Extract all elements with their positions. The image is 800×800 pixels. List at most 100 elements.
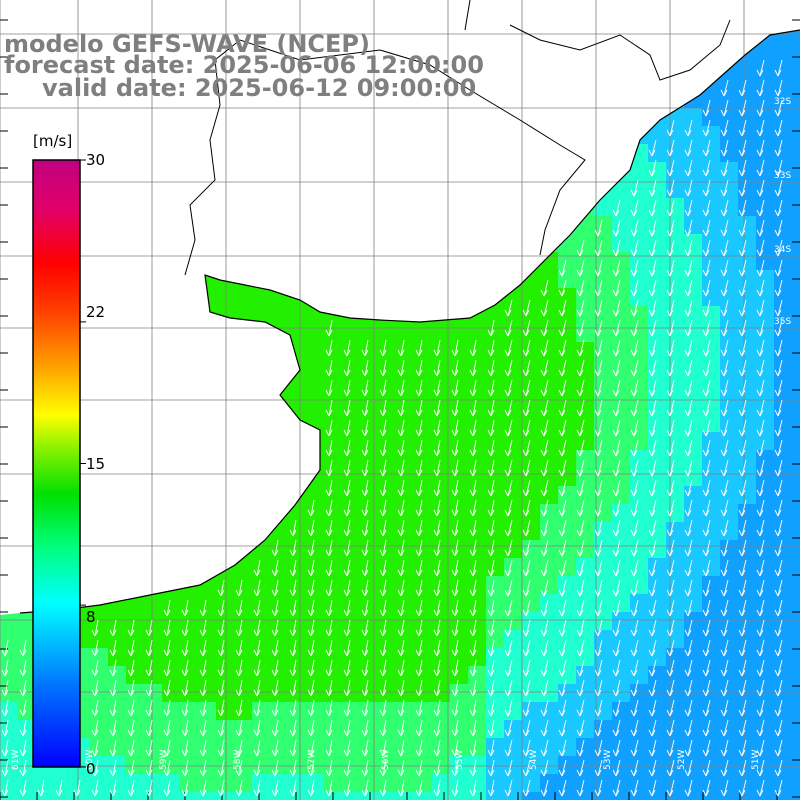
field-cell (468, 756, 487, 775)
field-cell (306, 756, 325, 775)
field-cell (648, 576, 667, 595)
wind-arrow (702, 639, 711, 657)
wind-arrow (307, 719, 315, 737)
field-cell (486, 342, 505, 361)
wind-arrow (702, 159, 711, 177)
wind-arrow (307, 559, 315, 577)
field-cell (288, 324, 307, 343)
wind-arrow (558, 479, 567, 497)
field-cell (648, 144, 667, 163)
wind-arrow (594, 579, 603, 597)
field-cell (234, 576, 253, 595)
wind-arrow (55, 779, 63, 797)
field-cell (450, 378, 469, 397)
field-cell (630, 432, 649, 451)
wind-arrow (558, 779, 567, 797)
field-cell (0, 774, 19, 793)
wind-arrow (397, 519, 405, 537)
field-cell (468, 432, 487, 451)
field-cell (432, 342, 451, 361)
wind-arrow (522, 779, 531, 797)
field-cell (666, 612, 685, 631)
field-cell (180, 738, 199, 757)
wind-arrow (684, 539, 693, 557)
wind-arrow (540, 619, 549, 637)
wind-arrow (756, 699, 765, 717)
field-cell (396, 576, 415, 595)
field-cell (792, 252, 800, 271)
wind-arrow (738, 439, 747, 457)
wind-arrow (720, 239, 729, 257)
wind-arrow (666, 199, 675, 217)
field-cell (252, 720, 271, 739)
field-cell (684, 414, 703, 433)
wind-arrow (720, 139, 729, 157)
field-cell (396, 540, 415, 559)
field-cell (738, 504, 757, 523)
field-cell (720, 342, 739, 361)
field-cell (774, 504, 793, 523)
field-cell (234, 288, 253, 307)
field-cell (612, 468, 631, 487)
field-cell (486, 576, 505, 595)
wind-arrow (738, 499, 747, 517)
field-cell (216, 576, 235, 595)
field-cell (702, 774, 721, 793)
field-cell (648, 360, 667, 379)
wind-arrow (702, 659, 711, 677)
wind-arrow (469, 579, 477, 597)
wind-arrow (774, 199, 783, 217)
field-cell (288, 576, 307, 595)
field-cell (774, 180, 793, 199)
wind-arrow (612, 619, 621, 637)
field-cell (522, 468, 541, 487)
field-cell (486, 738, 505, 757)
field-cell (288, 684, 307, 703)
field-cell (288, 774, 307, 793)
field-cell (792, 180, 800, 199)
wind-arrow (666, 479, 675, 497)
wind-arrow (702, 259, 711, 277)
wind-arrow (666, 539, 675, 557)
wind-arrow (271, 699, 279, 717)
wind-arrow (666, 719, 675, 737)
coastline-path (19, 29, 800, 614)
field-cell (378, 540, 397, 559)
field-cell (342, 684, 361, 703)
field-cell (360, 720, 379, 739)
field-cell (576, 324, 595, 343)
wind-arrow (451, 599, 459, 617)
field-cell (342, 720, 361, 739)
field-cell (162, 738, 181, 757)
field-cell (324, 666, 343, 685)
field-cell (702, 432, 721, 451)
wind-arrow (487, 519, 495, 537)
field-cell (576, 252, 595, 271)
field-cell (468, 702, 487, 721)
field-cell (594, 576, 613, 595)
field-cell (198, 684, 217, 703)
field-cell (522, 684, 541, 703)
field-cell (756, 756, 775, 775)
field-cell (324, 756, 343, 775)
field-cell (630, 612, 649, 631)
wind-arrow (199, 779, 207, 797)
field-cell (540, 702, 559, 721)
field-cell (72, 774, 91, 793)
field-cell (486, 594, 505, 613)
wind-arrow (576, 339, 585, 357)
wind-arrow (702, 679, 711, 697)
wind-arrow (1, 699, 9, 717)
field-cell (180, 792, 199, 800)
field-cell (540, 756, 559, 775)
wind-arrow (469, 379, 477, 397)
wind-arrow (576, 419, 585, 437)
field-cell (414, 522, 433, 541)
field-cell (684, 540, 703, 559)
wind-arrow (1, 659, 9, 677)
wind-arrow (415, 659, 423, 677)
field-cell (576, 504, 595, 523)
field-cell (576, 702, 595, 721)
field-cell (144, 666, 163, 685)
wind-arrow (397, 639, 405, 657)
